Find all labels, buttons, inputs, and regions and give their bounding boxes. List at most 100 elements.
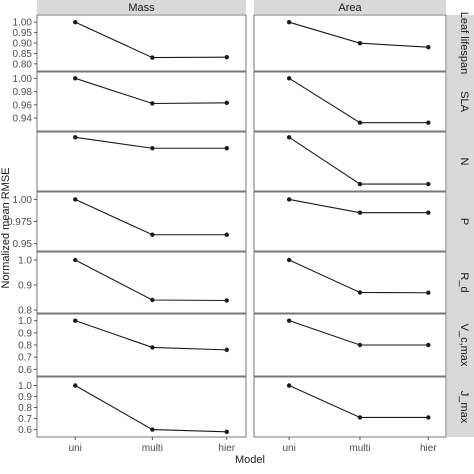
- y-tick-label: 0.7: [18, 414, 32, 425]
- data-point: [73, 76, 78, 81]
- panel-frame: [253, 251, 447, 314]
- x-tick-label-multi: multi: [142, 443, 163, 454]
- y-tick-label: 0.85: [13, 49, 33, 60]
- data-point: [426, 415, 431, 420]
- series-line-mass: [75, 320, 227, 351]
- data-point: [150, 101, 155, 106]
- data-point: [150, 345, 155, 350]
- data-point: [286, 19, 292, 25]
- y-tick-label: 0.8: [18, 403, 32, 414]
- y-tick-label: 0.6: [18, 365, 32, 376]
- data-point: [286, 76, 292, 81]
- row-strips: [447, 15, 474, 437]
- panel-frame: [253, 376, 447, 438]
- data-point: [224, 347, 229, 353]
- data-point: [73, 318, 78, 323]
- data-point: [357, 290, 363, 295]
- series-line-mass: [74, 259, 227, 302]
- y-tick-label: 0.975: [7, 217, 32, 228]
- data-point: [286, 383, 292, 388]
- y-tick-label: 1.00: [13, 74, 33, 85]
- data-point: [357, 41, 363, 46]
- y-tick-label: 0.80: [13, 59, 33, 70]
- series-line-area: [288, 136, 429, 185]
- data-point: [73, 19, 78, 25]
- y-tick-label: 0.96: [13, 100, 33, 111]
- x-tick-label-hier: hier: [218, 443, 235, 454]
- data-point: [224, 232, 229, 237]
- data-point: [150, 297, 155, 303]
- series-line-area: [289, 198, 429, 214]
- series-line-area: [288, 320, 429, 346]
- x-tick-label-hier: hier: [420, 443, 437, 454]
- data-point: [73, 257, 78, 263]
- panel-frame: [36, 376, 247, 438]
- data-point: [357, 415, 363, 420]
- data-point: [426, 342, 431, 348]
- x-tick-label-multi: multi: [349, 443, 370, 454]
- y-tick-label: 0.8: [18, 341, 32, 352]
- series-line-area: [288, 385, 429, 419]
- panel-frame: [36, 131, 247, 192]
- data-point: [426, 44, 431, 50]
- data-point: [286, 257, 292, 263]
- panel-frame: [253, 14, 447, 72]
- data-point: [224, 298, 229, 303]
- y-tick-label: 0.9: [18, 392, 32, 403]
- panel-frame: [253, 191, 447, 252]
- y-axis-title: Normalized mean RMSE: [0, 167, 12, 288]
- y-tick-label: 0.98: [13, 87, 33, 98]
- data-point: [357, 210, 363, 215]
- panel-frame: [36, 313, 247, 377]
- x-tick-label-uni: uni: [69, 443, 82, 454]
- data-point: [286, 318, 292, 323]
- data-point: [426, 181, 431, 187]
- y-tick-label: 0.8: [18, 306, 32, 317]
- series-line-mass: [75, 198, 227, 236]
- panel-frame: [36, 251, 247, 314]
- data-point: [224, 429, 229, 434]
- row-strip-label: V_c,max: [458, 324, 470, 367]
- y-tick-label: 0.95: [13, 239, 33, 250]
- panel-frame: [36, 71, 247, 132]
- y-tick-label: 0.6: [18, 425, 32, 436]
- series-line-area: [288, 77, 429, 124]
- data-point: [150, 146, 155, 151]
- data-point: [224, 100, 229, 106]
- series-line-area: [288, 259, 429, 294]
- y-tick-label: 1.0: [18, 381, 32, 392]
- row-strip-label: J_max: [458, 391, 470, 424]
- x-tick-label-uni: uni: [282, 443, 295, 454]
- series-line-mass: [74, 385, 227, 433]
- panel-frame: [253, 313, 447, 377]
- data-point: [73, 197, 78, 202]
- data-point: [357, 120, 363, 125]
- row-strip-label: Leaf lifespan: [458, 12, 470, 74]
- panel-frame: [36, 14, 247, 72]
- data-point: [286, 135, 292, 140]
- y-tick-label: 1.0: [18, 316, 32, 327]
- y-tick-label: 1.00: [13, 195, 33, 206]
- y-tick-label: 0.90: [13, 39, 33, 50]
- row-strip-label: P: [458, 218, 470, 225]
- data-point: [150, 55, 155, 60]
- data-point: [150, 427, 155, 432]
- data-point: [286, 197, 292, 202]
- y-tick-label: 0.7: [18, 353, 32, 364]
- row-strip-label: SLA: [458, 91, 470, 112]
- y-tick-label: 1.00: [13, 18, 33, 29]
- row-strip-label: N: [458, 158, 470, 166]
- column-strip-area: [254, 0, 446, 14]
- y-tick-label: 1.0: [18, 256, 32, 267]
- column-strip-label: Mass: [128, 2, 155, 14]
- series-line-mass: [75, 77, 227, 105]
- data-point: [224, 54, 229, 60]
- y-tick-label: 0.95: [13, 28, 33, 39]
- data-point: [150, 232, 155, 237]
- data-point: [426, 290, 431, 295]
- data-point: [357, 181, 363, 187]
- y-tick-label: 0.94: [13, 114, 33, 125]
- data-point: [426, 210, 431, 215]
- panel-frame: [253, 71, 447, 132]
- column-strip-label: Area: [338, 2, 362, 14]
